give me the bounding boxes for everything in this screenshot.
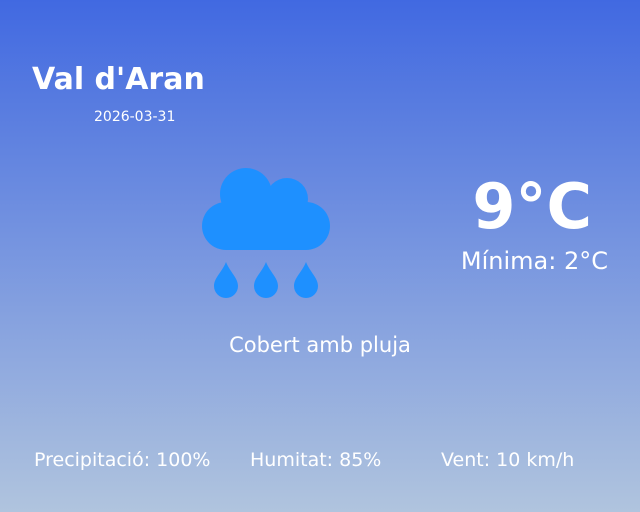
rain-drop [254, 262, 278, 298]
current-temperature: 9°C [472, 170, 592, 243]
rain-drop [294, 262, 318, 298]
weather-condition: Cobert amb pluja [229, 333, 411, 357]
cloud-body [202, 202, 330, 250]
minimum-temperature: Mínima: 2°C [460, 247, 608, 275]
rain-drop [214, 262, 238, 298]
precipitation-stat: Precipitació: 100% [34, 449, 211, 471]
city-name: Val d'Aran [32, 62, 205, 97]
humidity-stat: Humitat: 85% [250, 449, 382, 471]
forecast-date: 2026-03-31 [94, 109, 176, 125]
wind-stat: Vent: 10 km/h [441, 449, 575, 471]
rain-cloud-icon [202, 168, 330, 298]
